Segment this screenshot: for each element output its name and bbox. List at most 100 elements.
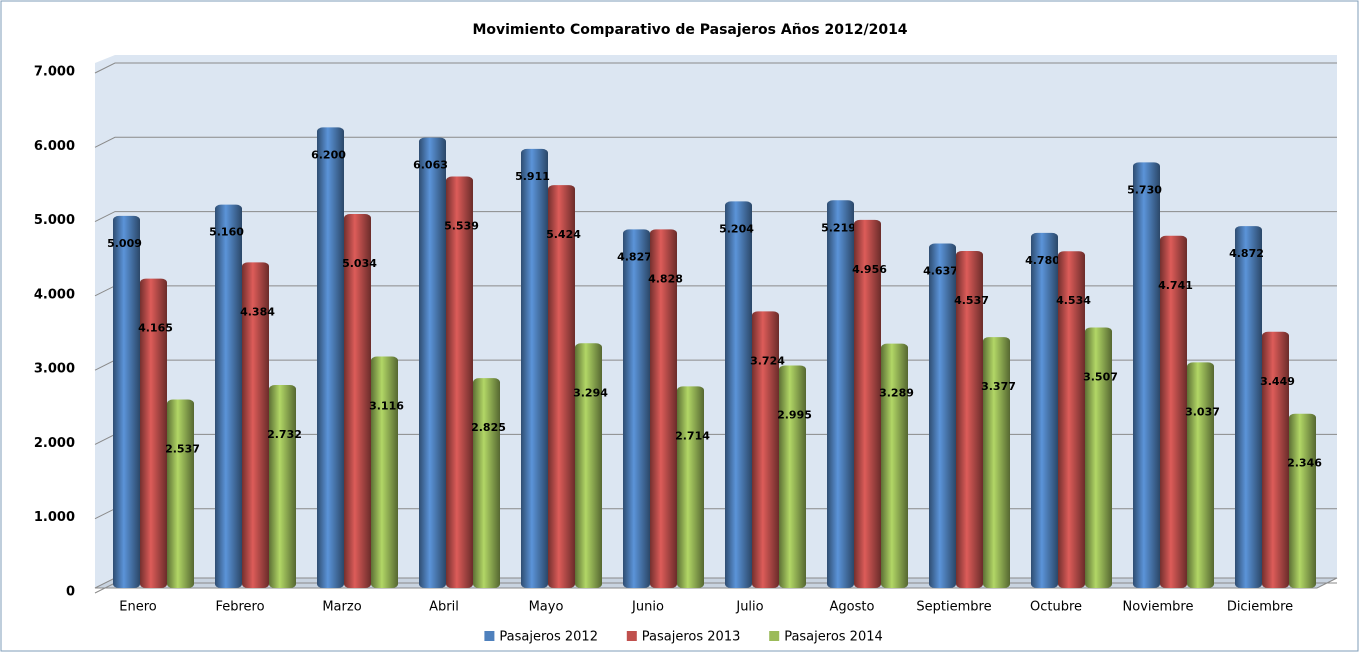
value-label: 5.219 xyxy=(821,221,856,234)
value-label: 2.732 xyxy=(267,428,302,441)
y-tick-label: 5.000 xyxy=(34,213,75,228)
value-label: 5.424 xyxy=(546,228,581,241)
bar xyxy=(1160,235,1187,588)
bar xyxy=(1133,162,1160,589)
y-tick-label: 2.000 xyxy=(34,436,75,451)
legend-label: Pasajeros 2012 xyxy=(499,630,598,645)
value-label: 6.063 xyxy=(413,159,448,172)
value-label: 3.294 xyxy=(573,386,608,399)
legend-label: Pasajeros 2014 xyxy=(784,630,883,645)
y-tick-label: 7.000 xyxy=(34,65,75,80)
value-label: 4.741 xyxy=(1158,279,1193,292)
bar xyxy=(1085,327,1112,588)
bar xyxy=(317,127,344,588)
value-label: 4.956 xyxy=(852,263,887,276)
value-label: 4.872 xyxy=(1229,247,1264,260)
x-tick-label: Marzo xyxy=(322,600,361,615)
bar xyxy=(446,176,473,588)
bar xyxy=(167,399,194,588)
legend-swatch xyxy=(769,631,780,641)
y-tick-label: 1.000 xyxy=(34,510,75,525)
value-label: 4.637 xyxy=(923,265,958,278)
value-label: 3.507 xyxy=(1083,370,1118,383)
value-label: 4.827 xyxy=(617,250,652,263)
x-tick-label: Mayo xyxy=(529,600,564,615)
x-tick-label: Enero xyxy=(119,600,157,615)
bar xyxy=(521,148,548,588)
value-label: 4.780 xyxy=(1025,254,1060,267)
value-label: 4.828 xyxy=(648,272,683,285)
value-label: 4.165 xyxy=(138,322,173,335)
x-tick-label: Septiembre xyxy=(916,600,991,615)
bar xyxy=(344,214,371,588)
x-tick-label: Noviembre xyxy=(1123,600,1194,615)
bar xyxy=(956,250,983,589)
value-label: 3.449 xyxy=(1260,375,1295,388)
x-tick-label: Diciembre xyxy=(1227,600,1293,615)
value-label: 3.037 xyxy=(1185,405,1220,418)
chart-title: Movimiento Comparativo de Pasajeros Años… xyxy=(472,22,907,38)
x-tick-label: Julio xyxy=(735,600,763,615)
grid-line xyxy=(94,211,1337,223)
x-tick-label: Abril xyxy=(429,600,459,615)
value-label: 2.714 xyxy=(675,429,710,442)
bar xyxy=(1058,251,1085,588)
bar xyxy=(1187,362,1214,588)
bar xyxy=(548,185,575,588)
legend-swatch xyxy=(484,631,495,641)
y-tick-label: 6.000 xyxy=(34,139,75,154)
value-label: 4.534 xyxy=(1056,294,1091,307)
bar xyxy=(752,311,779,588)
value-label: 2.537 xyxy=(165,443,200,456)
bar xyxy=(1289,413,1316,588)
x-tick-label: Agosto xyxy=(830,600,875,615)
value-label: 3.377 xyxy=(981,380,1016,393)
legend-label: Pasajeros 2013 xyxy=(642,630,741,645)
bar xyxy=(929,243,956,588)
bar xyxy=(881,343,908,588)
bar xyxy=(242,262,269,588)
value-label: 3.116 xyxy=(369,400,404,413)
value-label: 5.009 xyxy=(107,237,142,250)
bar xyxy=(215,204,242,588)
bar xyxy=(1262,331,1289,588)
bar xyxy=(473,378,500,588)
y-tick-label: 4.000 xyxy=(34,287,75,302)
value-label: 6.200 xyxy=(311,148,346,161)
bar xyxy=(575,343,602,588)
y-tick-label: 0 xyxy=(66,585,75,600)
x-tick-label: Octubre xyxy=(1030,600,1082,615)
value-label: 5.911 xyxy=(515,170,550,183)
bar xyxy=(1235,226,1262,588)
bar xyxy=(419,137,446,588)
bar xyxy=(623,229,650,588)
value-label: 3.289 xyxy=(879,387,914,400)
bar xyxy=(854,219,881,588)
bar xyxy=(827,200,854,588)
value-label: 4.384 xyxy=(240,305,275,318)
value-label: 5.730 xyxy=(1127,183,1162,196)
value-label: 4.537 xyxy=(954,294,989,307)
value-label: 5.034 xyxy=(342,257,377,270)
x-tick-label: Junio xyxy=(631,600,664,615)
value-label: 2.346 xyxy=(1287,457,1322,470)
value-label: 3.724 xyxy=(750,354,785,367)
plot-area xyxy=(95,55,1337,588)
value-label: 5.204 xyxy=(719,222,754,235)
grid-line xyxy=(94,136,1337,148)
value-label: 2.995 xyxy=(777,409,812,422)
value-label: 5.160 xyxy=(209,226,244,239)
bar xyxy=(983,337,1010,588)
bar xyxy=(725,201,752,588)
bar xyxy=(1031,232,1058,588)
bar xyxy=(650,229,677,588)
value-label: 2.825 xyxy=(471,421,506,434)
bar xyxy=(140,278,167,588)
legend-swatch xyxy=(626,631,637,641)
bar xyxy=(113,215,140,588)
bar xyxy=(779,365,806,588)
y-tick-label: 3.000 xyxy=(34,362,75,377)
bar xyxy=(269,385,296,588)
value-label: 5.539 xyxy=(444,220,479,233)
